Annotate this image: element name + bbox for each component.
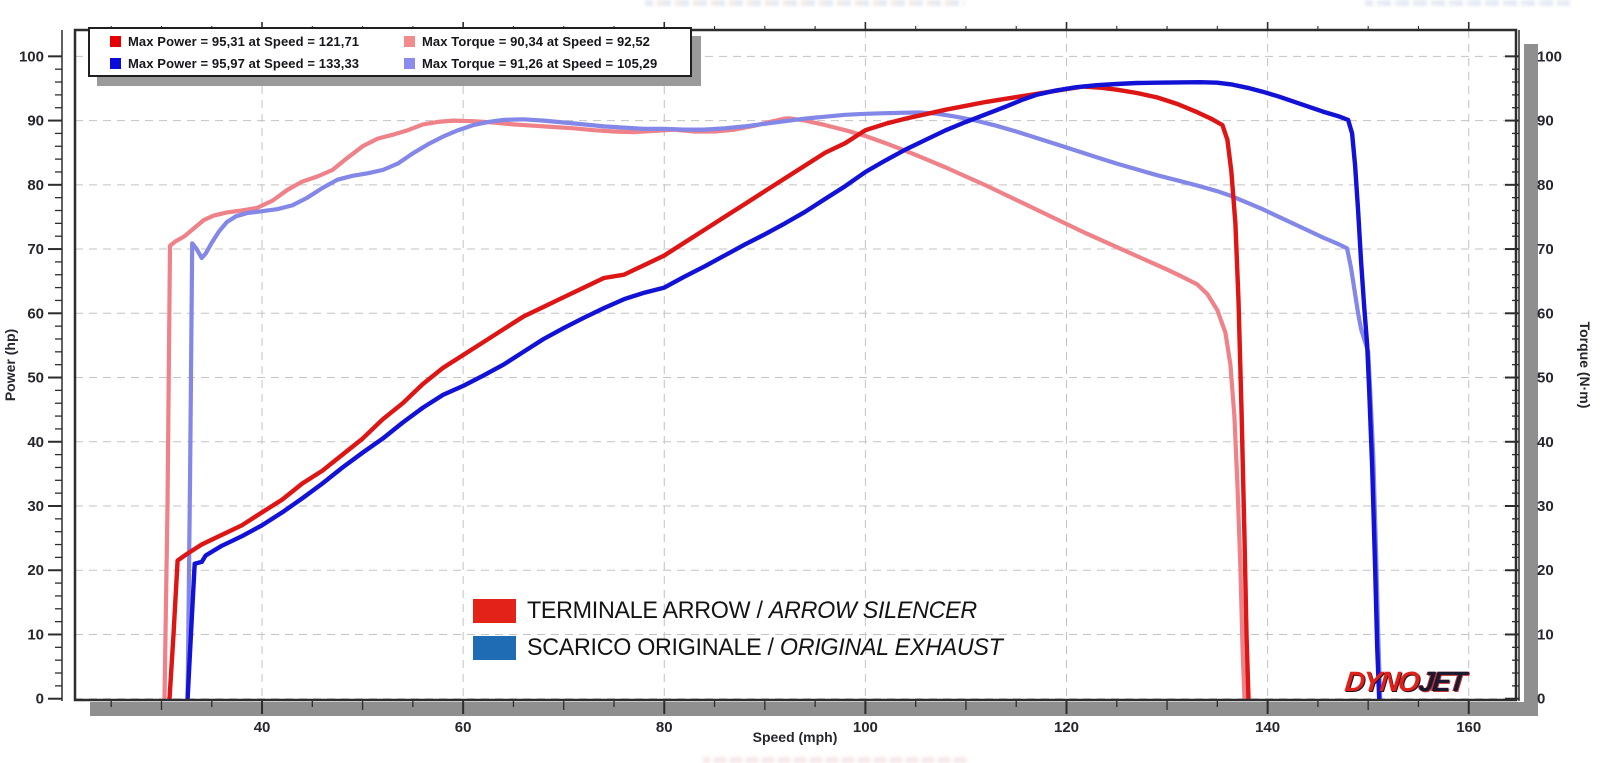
left-axis-tick-label: 20 bbox=[27, 562, 44, 579]
right-axis-tick-label: 60 bbox=[1537, 305, 1554, 322]
series-legend-arrow-label-main: TERMINALE ARROW / bbox=[527, 597, 769, 624]
right-axis-tick-label: 50 bbox=[1537, 370, 1554, 387]
legend-entry: Max Torque = 90,34 at Speed = 92,52 bbox=[390, 34, 684, 49]
x-axis-tick-label: 160 bbox=[1456, 719, 1481, 736]
curve-original_torque bbox=[185, 110, 1383, 701]
legend-entry-text: Max Power = 95,97 at Speed = 133,33 bbox=[128, 55, 360, 71]
legend-entry: Max Power = 95,97 at Speed = 133,33 bbox=[96, 56, 390, 71]
right-axis-tick-label: 70 bbox=[1537, 241, 1554, 258]
right-axis-tick-label: 20 bbox=[1537, 562, 1554, 579]
series-legend: TERMINALE ARROW / ARROW SILENCER SCARICO… bbox=[473, 597, 1017, 671]
left-axis-tick-label: 10 bbox=[27, 626, 44, 643]
legend-entry-swatch bbox=[404, 35, 415, 47]
cut-off-text-remnant-top-right bbox=[1365, 0, 1570, 6]
legend-entry-text: Max Torque = 91,26 at Speed = 105,29 bbox=[422, 55, 658, 71]
left-axis-tick-label: 50 bbox=[27, 370, 44, 387]
original-color-swatch bbox=[473, 636, 516, 660]
arrow-color-swatch bbox=[473, 599, 516, 623]
y-axis-title-torque: Torque (N·m) bbox=[1577, 321, 1593, 409]
series-legend-original-label: SCARICO ORIGINALE / ORIGINAL EXHAUST bbox=[527, 634, 1003, 662]
left-axis-tick-label: 40 bbox=[27, 434, 44, 451]
series-legend-arrow-label-italic: ARROW SILENCER bbox=[768, 597, 977, 624]
frame-shadow-right bbox=[1524, 44, 1538, 716]
legend-entry: Max Torque = 91,26 at Speed = 105,29 bbox=[390, 56, 684, 71]
right-axis-tick-label: 100 bbox=[1537, 48, 1562, 65]
legend-entry-swatch bbox=[404, 57, 415, 69]
right-axis-tick-label: 10 bbox=[1537, 626, 1554, 643]
legend-entry-text: Max Power = 95,31 at Speed = 121,71 bbox=[128, 33, 360, 49]
left-axis-tick-label: 90 bbox=[27, 113, 44, 130]
left-axis-tick-label: 0 bbox=[36, 691, 44, 708]
left-axis-tick-label: 30 bbox=[27, 498, 44, 515]
right-axis-tick-label: 30 bbox=[1537, 498, 1554, 515]
series-legend-original-label-main: SCARICO ORIGINALE / bbox=[527, 634, 780, 661]
series-legend-original-label-italic: ORIGINAL EXHAUST bbox=[779, 634, 1003, 661]
series-legend-original: SCARICO ORIGINALE / ORIGINAL EXHAUST bbox=[473, 634, 1017, 662]
x-axis-tick-label: 140 bbox=[1255, 719, 1280, 736]
series-legend-arrow: TERMINALE ARROW / ARROW SILENCER bbox=[473, 597, 1017, 625]
x-axis-title-speed: Speed (mph) bbox=[752, 729, 838, 745]
right-axis-tick-label: 40 bbox=[1537, 434, 1554, 451]
right-axis-tick-label: 90 bbox=[1537, 113, 1554, 130]
dynojet-logo: DYNOJET bbox=[1343, 666, 1466, 698]
x-axis-tick-label: 80 bbox=[656, 719, 673, 736]
max-values-legend-box: Max Power = 95,31 at Speed = 121,71 Max T… bbox=[88, 27, 692, 77]
y-axis-title-power: Power (hp) bbox=[2, 328, 18, 402]
legend-entry-swatch bbox=[110, 57, 121, 69]
left-axis-tick-label: 70 bbox=[27, 241, 44, 258]
plot-background bbox=[75, 30, 1516, 700]
frame-shadow-bottom bbox=[90, 702, 1536, 716]
legend-entry-text: Max Torque = 90,34 at Speed = 92,52 bbox=[422, 33, 650, 49]
cut-off-text-remnant-bottom bbox=[703, 757, 968, 763]
curve-original_power bbox=[185, 79, 1382, 701]
dynojet-logo-jet: JET bbox=[1417, 666, 1466, 697]
x-axis-tick-label: 120 bbox=[1054, 719, 1079, 736]
legend-entry: Max Power = 95,31 at Speed = 121,71 bbox=[96, 34, 390, 49]
legend-entry-swatch bbox=[110, 35, 121, 47]
x-axis-tick-label: 100 bbox=[853, 719, 878, 736]
x-axis-tick-label: 40 bbox=[254, 719, 271, 736]
right-axis-tick-label: 80 bbox=[1537, 177, 1554, 194]
cut-off-text-remnant-top-left bbox=[645, 0, 965, 6]
left-axis-tick-label: 100 bbox=[19, 48, 44, 65]
left-axis-tick-label: 60 bbox=[27, 305, 44, 322]
x-axis-tick-label: 60 bbox=[455, 719, 472, 736]
series-legend-arrow-label: TERMINALE ARROW / ARROW SILENCER bbox=[527, 597, 977, 625]
curve-arrow_power bbox=[167, 84, 1251, 701]
right-axis-tick-label: 0 bbox=[1537, 691, 1545, 708]
dynojet-logo-dyno: DYNO bbox=[1343, 666, 1420, 697]
left-axis-tick-label: 80 bbox=[27, 177, 44, 194]
